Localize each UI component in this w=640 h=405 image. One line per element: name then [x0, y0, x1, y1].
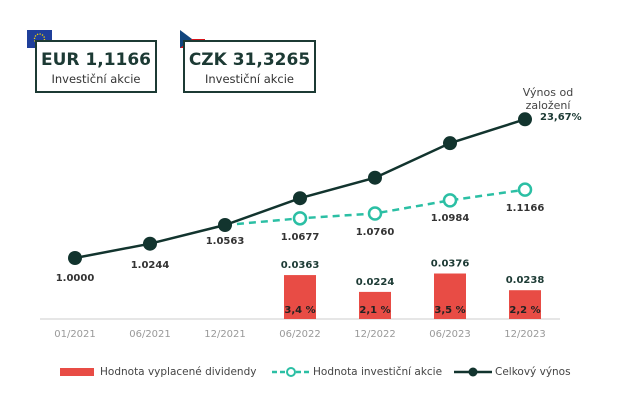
total-return-point — [143, 236, 157, 251]
share-value-point — [442, 193, 458, 208]
x-tick-label: 12/2023 — [504, 329, 546, 340]
legend-swatch-dividend — [60, 368, 94, 376]
point-value-label: 1.0000 — [56, 273, 95, 284]
legend-item-share: Hodnota investiční akcie — [272, 366, 442, 378]
share-value-point — [517, 182, 533, 197]
czk-label: Investiční akcie — [204, 72, 295, 86]
czk-value: CZK 31,3265 — [188, 50, 311, 70]
eur-label: Investiční akcie — [51, 72, 141, 86]
legend-item-total: Celkový výnos — [454, 366, 571, 378]
legend-label-share: Hodnota investiční akcie — [313, 366, 443, 378]
total-return-point — [68, 251, 82, 265]
dividend-value-label: 0.0224 — [356, 277, 395, 288]
bar-percent-label: 3,4 % — [284, 305, 315, 316]
annotation-value: 23,67% — [540, 112, 582, 123]
share-value-point — [292, 211, 308, 226]
legend-label-total: Celkový výnos — [495, 366, 571, 378]
legend-swatch-share — [272, 367, 310, 377]
point-value-label: 1.0760 — [356, 227, 395, 238]
legend-swatch-total — [454, 367, 492, 377]
dividend-bar — [359, 291, 391, 319]
dividend-value-label: 0.0363 — [281, 260, 320, 271]
x-tick-label: 12/2021 — [204, 329, 246, 340]
eur-card: EUR 1,1166 Investiční akcie — [35, 40, 157, 93]
point-value-label: 1.0563 — [206, 236, 245, 247]
legend-item-dividend: Hodnota vyplacené dividendy — [60, 366, 256, 378]
dividend-bar — [434, 273, 466, 319]
x-tick-label: 06/2021 — [129, 329, 171, 340]
dividend-bar — [509, 290, 541, 319]
legend-label-dividend: Hodnota vyplacené dividendy — [100, 366, 257, 378]
bar-percent-label: 2,2 % — [509, 305, 540, 316]
point-value-label: 1.0244 — [131, 260, 170, 271]
point-value-label: 1.0677 — [281, 232, 320, 243]
bar-percent-label: 3,5 % — [434, 305, 465, 316]
dividend-value-label: 0.0238 — [506, 275, 545, 286]
eur-value: EUR 1,1166 — [40, 50, 152, 70]
x-tick-label: 06/2022 — [279, 329, 321, 340]
x-tick-label: 01/2021 — [54, 329, 96, 340]
total-return-point — [518, 112, 532, 127]
annotation-title: Výnos od založení — [523, 86, 573, 112]
total-return-point — [218, 218, 232, 233]
point-value-label: 1.0984 — [431, 213, 470, 224]
czk-card: CZK 31,3265 Investiční akcie — [183, 40, 316, 93]
dividend-bar — [284, 275, 316, 319]
share-value-point — [367, 206, 383, 221]
total-return-point — [368, 170, 382, 185]
x-tick-label: 12/2022 — [354, 329, 396, 340]
point-value-label: 1.1166 — [506, 203, 545, 214]
x-tick-label: 06/2023 — [429, 329, 471, 340]
dividend-value-label: 0.0376 — [431, 259, 470, 270]
total-return-point — [443, 136, 457, 151]
bar-percent-label: 2,1 % — [359, 305, 390, 316]
total-return-point — [293, 191, 307, 206]
